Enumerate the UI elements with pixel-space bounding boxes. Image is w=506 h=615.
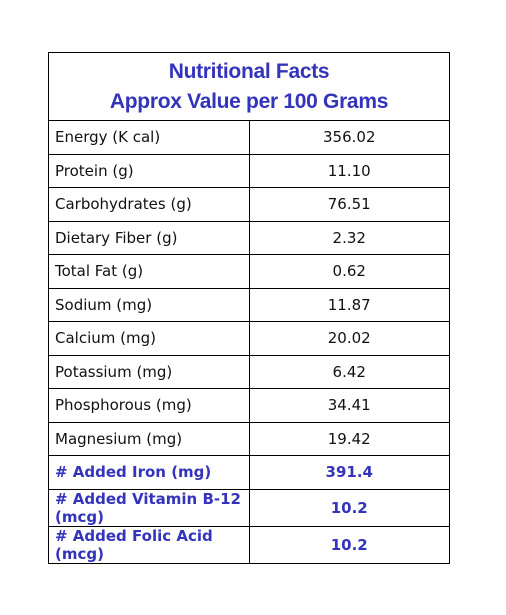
nutrient-value: 76.51: [248, 187, 450, 222]
nutrient-value: 356.02: [248, 120, 450, 155]
table-header-row: Nutritional Facts Approx Value per 100 G…: [48, 52, 450, 121]
added-nutrient-value: 10.2: [248, 525, 450, 564]
table-row: Dietary Fiber (g) 2.32: [48, 220, 450, 255]
nutrient-label: Total Fat (g): [48, 254, 250, 289]
table-row-added-nutrient: # Added Folic Acid (mcg) 10.2: [48, 525, 450, 564]
nutrient-value: 0.62: [248, 254, 450, 289]
table-row: Protein (g) 11.10: [48, 153, 450, 188]
added-nutrient-value: 391.4: [248, 455, 450, 490]
table-row: Calcium (mg) 20.02: [48, 321, 450, 356]
nutrient-label: Magnesium (mg): [48, 421, 250, 456]
nutrient-label: Phosphorous (mg): [48, 388, 250, 423]
nutrient-value: 20.02: [248, 321, 450, 356]
added-nutrient-label: # Added Vitamin B-12 (mcg): [48, 488, 250, 527]
added-nutrient-label: # Added Iron (mg): [48, 455, 250, 490]
nutrient-label: Energy (K cal): [48, 120, 250, 155]
table-row: Potassium (mg) 6.42: [48, 354, 450, 389]
title-line-1: Nutritional Facts: [168, 59, 330, 83]
nutrient-value: 11.87: [248, 287, 450, 322]
nutrient-label: Sodium (mg): [48, 287, 250, 322]
table-row: Magnesium (mg) 19.42: [48, 421, 450, 456]
added-nutrient-value: 10.2: [248, 488, 450, 527]
nutrient-label: Dietary Fiber (g): [48, 220, 250, 255]
table-row: Sodium (mg) 11.87: [48, 287, 450, 322]
nutrient-value: 2.32: [248, 220, 450, 255]
nutrient-label: Carbohydrates (g): [48, 187, 250, 222]
table-row: Total Fat (g) 0.62: [48, 254, 450, 289]
title-line-2: Approx Value per 100 Grams: [109, 89, 389, 113]
nutrient-label: Calcium (mg): [48, 321, 250, 356]
nutrient-value: 6.42: [248, 354, 450, 389]
added-nutrient-label: # Added Folic Acid (mcg): [48, 525, 250, 564]
table-title: Nutritional Facts Approx Value per 100 G…: [48, 52, 450, 121]
nutrient-label: Protein (g): [48, 153, 250, 188]
table-row: Energy (K cal) 356.02: [48, 120, 450, 155]
table-row: Carbohydrates (g) 76.51: [48, 187, 450, 222]
nutrient-value: 11.10: [248, 153, 450, 188]
table-row: Phosphorous (mg) 34.41: [48, 388, 450, 423]
nutrition-facts-table: Nutritional Facts Approx Value per 100 G…: [48, 52, 450, 564]
table-row-added-nutrient: # Added Iron (mg) 391.4: [48, 455, 450, 490]
nutrient-label: Potassium (mg): [48, 354, 250, 389]
nutrient-value: 19.42: [248, 421, 450, 456]
nutrient-value: 34.41: [248, 388, 450, 423]
table-row-added-nutrient: # Added Vitamin B-12 (mcg) 10.2: [48, 488, 450, 527]
